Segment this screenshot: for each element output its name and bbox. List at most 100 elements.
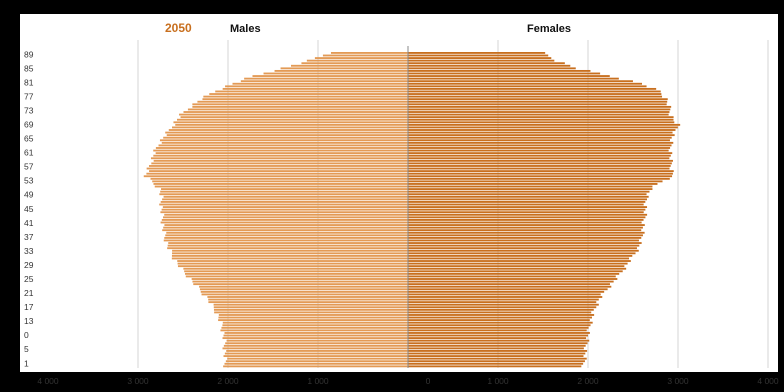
female-bar [408,224,645,226]
age-tick-label: 49 [24,190,34,200]
male-bar [225,342,408,344]
male-bar [208,299,408,301]
female-bar [408,139,670,141]
female-bar [408,65,570,67]
male-bar [199,286,408,288]
male-bar [172,252,408,254]
female-bar [408,93,661,95]
male-bar [192,278,408,280]
male-bar [164,224,408,226]
male-bar [147,168,408,170]
male-bar [315,57,408,59]
female-bar [408,129,675,131]
legend-females: Females [527,23,571,35]
female-bar [408,288,608,290]
female-bar [408,306,596,308]
male-bar [151,178,408,180]
male-bar [215,91,408,93]
female-bar [408,193,647,195]
male-bar [223,88,408,90]
male-bar [226,350,408,352]
male-bar [223,347,408,349]
male-bar [172,255,408,257]
age-tick-label: 65 [24,134,34,144]
female-bar [408,311,591,313]
x-tick-label: 0 [426,376,431,386]
female-bar [408,358,587,360]
male-bar [323,55,408,57]
male-bar [185,273,408,275]
female-bar [408,57,551,59]
female-bar [408,263,628,265]
female-bar [408,229,641,231]
legend-males: Males [230,23,261,35]
female-bar [408,186,652,188]
male-bar [165,132,408,134]
female-bar [408,342,587,344]
age-axis: 8985817773696561575349454137332925211713… [24,49,34,368]
male-bar [202,98,408,100]
age-tick-label: 81 [24,77,34,87]
age-tick-label: 5 [24,344,29,354]
male-bar [244,78,408,80]
male-bar [227,358,408,360]
female-bar [408,73,600,75]
male-bar [241,80,408,82]
age-tick-label: 77 [24,91,34,101]
age-tick-label: 33 [24,246,34,256]
female-bar [408,278,617,280]
chart-title: 2050 [165,21,192,35]
female-bar [408,106,671,108]
female-bar [408,119,674,121]
male-bar [160,191,408,193]
male-bar [264,73,408,75]
age-tick-label: 89 [24,49,34,59]
male-bar [208,301,408,303]
female-bar [408,101,667,103]
male-bar [173,121,408,123]
female-bar [408,196,649,198]
male-bar [161,222,408,224]
male-bar [159,204,408,206]
male-bar [172,250,408,252]
female-bar [408,317,592,319]
male-bar [162,229,408,231]
female-bar [408,293,601,295]
male-bar [153,150,408,152]
female-bar [408,168,670,170]
male-bar [188,109,408,111]
female-bar [408,152,672,154]
male-bar [209,93,408,95]
female-bar [408,255,632,257]
female-bar [408,350,587,352]
x-tick-label: 3 000 [667,376,689,386]
male-bar [149,170,408,172]
male-bar [275,70,408,72]
male-bar [151,162,408,164]
female-bar [408,260,631,262]
female-bar [408,144,672,146]
age-tick-label: 69 [24,119,34,129]
female-bar [408,329,587,331]
male-bar [177,260,408,262]
female-bar [408,242,642,244]
female-bar [408,55,548,57]
female-bar [408,222,642,224]
age-tick-label: 21 [24,288,34,298]
male-bar [219,314,408,316]
female-bar [408,209,645,211]
female-bar [408,67,576,69]
female-bar [408,116,674,118]
male-bar [214,309,408,311]
female-bar [408,273,619,275]
male-bar [163,216,408,218]
female-bar [408,183,657,185]
female-bar [408,335,588,337]
female-bar [408,340,589,342]
female-bar [408,124,680,126]
female-bar [408,345,586,347]
female-bar [408,162,672,164]
male-bar [164,196,408,198]
male-bar [144,175,408,177]
